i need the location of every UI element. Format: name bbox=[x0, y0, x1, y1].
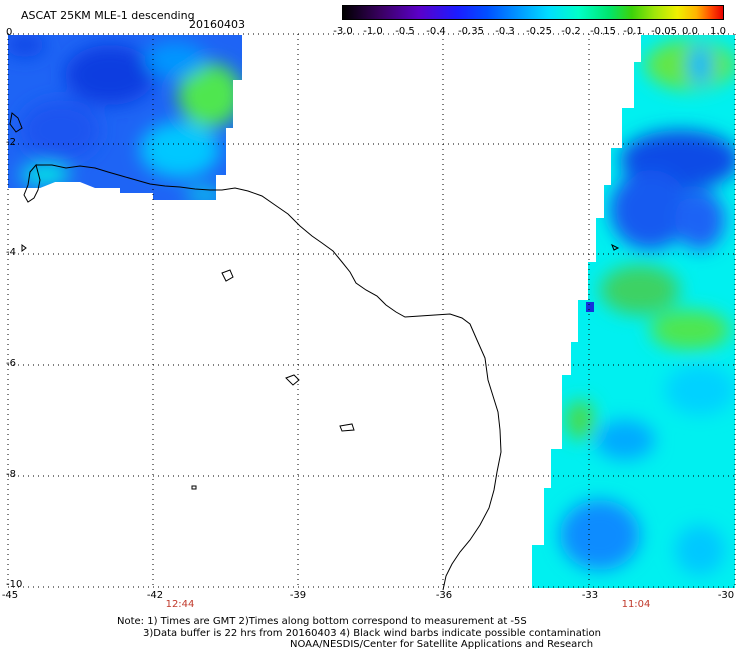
credit-line: NOAA/NESDIS/Center for Satellite Applica… bbox=[290, 639, 594, 650]
pass-time-label: 12:44 bbox=[165, 599, 195, 610]
colorbar bbox=[342, 5, 724, 20]
colorbar-tick: 1.0 bbox=[710, 26, 726, 37]
lon-label: -45 bbox=[1, 590, 19, 601]
lat-label: 0 bbox=[6, 27, 13, 38]
pass-time-label: 11:04 bbox=[621, 599, 651, 610]
colorbar-tick: -3.0 bbox=[333, 26, 353, 37]
footnote-line-1: Note: 1) Times are GMT 2)Times along bot… bbox=[117, 616, 527, 627]
lat-label: -2 bbox=[6, 137, 16, 148]
lat-label: -10 bbox=[6, 579, 23, 590]
colorbar-tick: -0.5 bbox=[395, 26, 415, 37]
colorbar-tick: -0.25 bbox=[526, 26, 552, 37]
lat-label: -6 bbox=[6, 358, 16, 369]
lon-label: -42 bbox=[146, 590, 164, 601]
lon-label: -30 bbox=[717, 590, 735, 601]
graticule bbox=[7, 33, 736, 588]
colorbar-tick: -0.1 bbox=[623, 26, 643, 37]
colorbar-tick: -0.15 bbox=[590, 26, 616, 37]
lon-label: -36 bbox=[435, 590, 453, 601]
lat-label: -8 bbox=[6, 469, 16, 480]
colorbar-tick: -1.0 bbox=[363, 26, 383, 37]
colorbar-tick: -0.35 bbox=[458, 26, 484, 37]
lat-label: -4 bbox=[6, 247, 16, 258]
coastline bbox=[9, 112, 620, 591]
lon-label: -33 bbox=[581, 590, 599, 601]
left-swath bbox=[8, 35, 242, 200]
lon-label: -39 bbox=[289, 590, 307, 601]
footnote-line-2: 3)Data buffer is 22 hrs from 20160403 4)… bbox=[143, 628, 601, 639]
colorbar-tick: -0.4 bbox=[426, 26, 446, 37]
map-date: 20160403 bbox=[189, 18, 245, 31]
colorbar-tick: -0.3 bbox=[495, 26, 515, 37]
right-swath bbox=[532, 35, 735, 588]
colorbar-tick: -0.2 bbox=[561, 26, 581, 37]
colorbar-tick: 0.0 bbox=[682, 26, 698, 37]
map-title: ASCAT 25KM MLE-1 descending bbox=[21, 9, 195, 22]
colorbar-tick: -0.05 bbox=[651, 26, 677, 37]
